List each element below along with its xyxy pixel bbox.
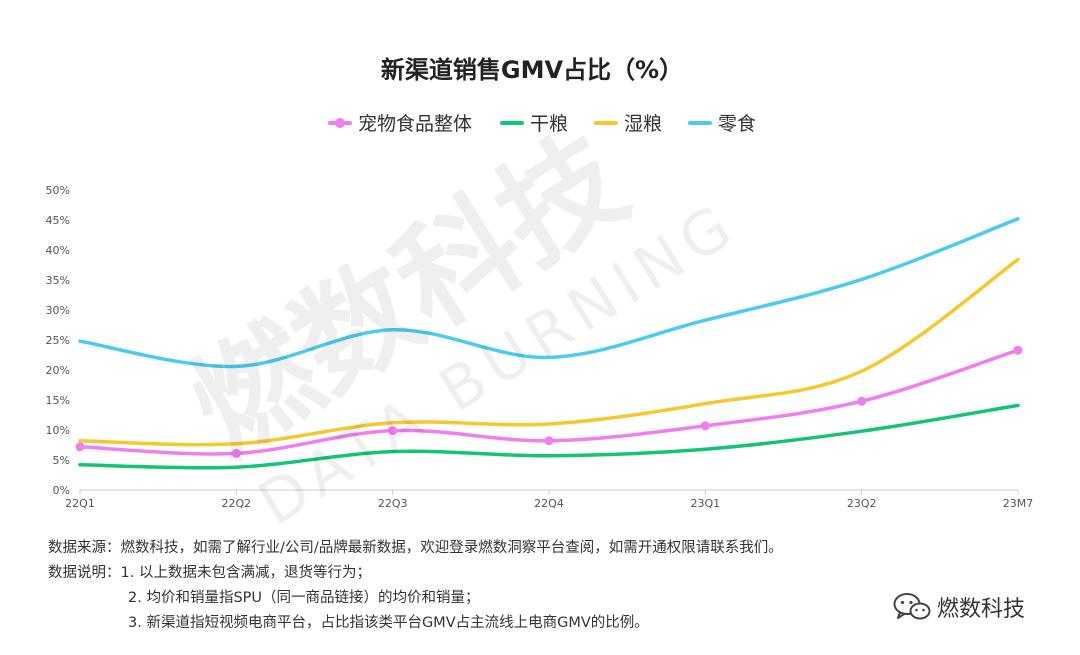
- desc-row-1: 数据说明：1. 以上数据未包含满减，退货等行为；: [48, 561, 783, 586]
- x-tick-label: 22Q1: [65, 497, 95, 510]
- desc-1: 1. 以上数据未包含满减，退货等行为；: [120, 565, 371, 581]
- brand-name: 燃数科技: [937, 597, 1026, 622]
- y-tick-label: 30%: [46, 304, 70, 317]
- series-line-dry: [78, 403, 1020, 470]
- y-tick-label: 50%: [46, 184, 70, 197]
- y-tick-label: 45%: [46, 214, 70, 227]
- axes: 0% 5% 10% 15% 20% 25% 30% 35% 40% 45% 50% 22Q1 22Q2 2…: [46, 184, 1034, 510]
- legend-label: 干粮: [530, 113, 568, 135]
- x-tick-label: 22Q4: [534, 497, 564, 510]
- data-point-whole: [388, 426, 398, 436]
- y-tick-label: 20%: [46, 364, 70, 377]
- legend-item-snack: 零食: [688, 113, 756, 135]
- legend-label: 零食: [718, 113, 756, 135]
- data-point-whole: [75, 442, 85, 452]
- data-point-whole: [1013, 345, 1023, 355]
- legend-label: 湿粮: [624, 113, 662, 135]
- series-line-wet: [78, 257, 1020, 447]
- y-tick-label: 35%: [46, 274, 70, 287]
- legend: 宠物食品整体 干粮 湿粮 零食: [328, 113, 756, 135]
- y-tick-label: 0%: [53, 484, 70, 497]
- series-line-snack: [78, 217, 1020, 369]
- x-tick-label: 23Q1: [691, 497, 721, 510]
- desc-3: 3. 新渠道指短视频电商平台，占比指该类平台GMV占主流线上电商GMV的比例。: [128, 615, 649, 631]
- brand: 燃数科技: [893, 590, 1025, 624]
- desc-2: 2. 均价和销量指SPU（同一商品链接）的均价和销量；: [128, 590, 480, 606]
- legend-label: 宠物食品整体: [358, 113, 472, 135]
- y-tick-label: 10%: [46, 424, 70, 437]
- data-point-whole: [700, 421, 710, 431]
- x-tick-label: 22Q3: [378, 497, 408, 510]
- data-point-whole: [857, 396, 867, 406]
- chart-title: 新渠道销售GMV占比（%）: [381, 56, 683, 84]
- y-tick-label: 5%: [53, 454, 70, 467]
- legend-item-dry: 干粮: [500, 113, 568, 135]
- x-tick-label: 23M7: [1003, 497, 1034, 510]
- y-tick-label: 25%: [46, 334, 70, 347]
- notes: 数据来源：燃数科技，如需了解行业/公司/品牌最新数据，欢迎登录燃数洞察平台查阅，…: [48, 536, 783, 636]
- series-layer: [75, 217, 1023, 470]
- source-note: 数据来源：燃数科技，如需了解行业/公司/品牌最新数据，欢迎登录燃数洞察平台查阅，…: [48, 540, 783, 556]
- legend-item-wet: 湿粮: [594, 113, 662, 135]
- y-tick-label: 15%: [46, 394, 70, 407]
- data-point-whole: [544, 436, 554, 446]
- legend-marker: [335, 118, 345, 128]
- y-tick-label: 40%: [46, 244, 70, 257]
- x-tick-label: 22Q2: [222, 497, 252, 510]
- x-tick-label: 23Q2: [847, 497, 877, 510]
- desc-label: 数据说明：: [48, 565, 121, 581]
- data-point-whole: [231, 448, 241, 458]
- wechat-icon: [893, 593, 931, 620]
- legend-item-whole: 宠物食品整体: [328, 113, 472, 135]
